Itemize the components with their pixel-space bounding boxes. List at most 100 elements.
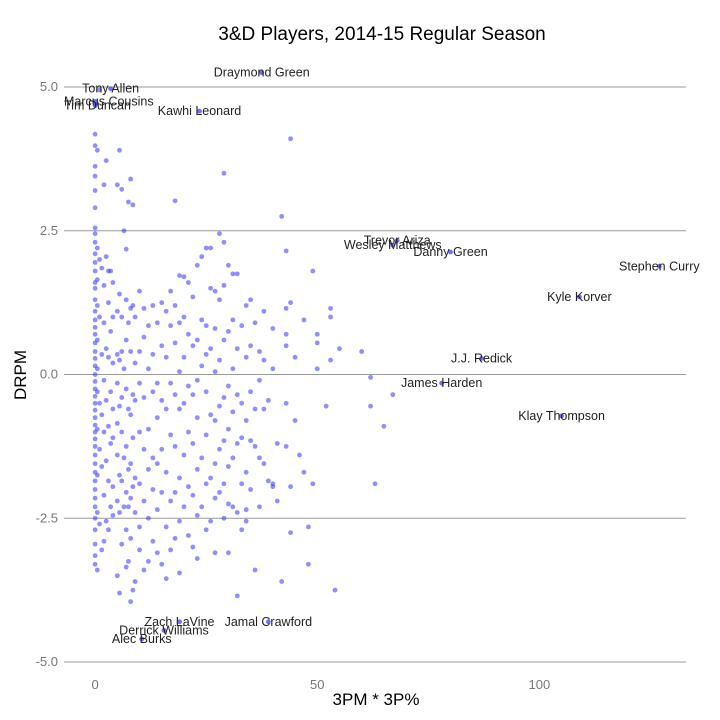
data-point — [270, 484, 276, 490]
data-point — [177, 320, 182, 326]
data-point — [121, 228, 127, 234]
data-point — [110, 406, 116, 412]
data-point — [208, 518, 214, 524]
data-point — [94, 567, 100, 573]
data-point — [92, 268, 98, 274]
data-point — [92, 308, 98, 314]
data-point — [203, 481, 209, 487]
data-point — [94, 147, 100, 153]
data-point — [130, 392, 136, 398]
data-point — [217, 489, 222, 495]
data-point — [203, 432, 209, 438]
data-point — [103, 158, 109, 164]
point-label: Trevor Ariza — [364, 234, 431, 248]
data-point — [92, 324, 98, 330]
point-label: Stephen Curry — [619, 259, 700, 273]
data-point — [146, 366, 151, 372]
point-label: Klay Thompson — [518, 409, 605, 423]
data-point — [274, 498, 280, 504]
data-point — [265, 397, 271, 403]
data-point — [92, 553, 98, 559]
data-point — [221, 438, 227, 444]
data-point — [314, 340, 320, 346]
data-point — [132, 510, 138, 515]
data-point — [181, 354, 187, 360]
data-point — [92, 415, 98, 421]
data-point — [234, 271, 240, 277]
data-point — [221, 395, 227, 400]
y-tick-label: -5.0 — [36, 654, 58, 669]
data-point — [146, 558, 151, 564]
data-point — [123, 564, 129, 570]
data-point — [114, 452, 120, 458]
data-point — [243, 418, 249, 423]
data-point — [121, 455, 127, 461]
data-point — [128, 599, 134, 605]
data-point — [190, 392, 196, 398]
data-point — [92, 259, 98, 265]
data-point — [172, 340, 178, 346]
data-point — [92, 393, 98, 399]
data-point — [181, 452, 187, 458]
data-point — [212, 288, 218, 294]
point-label: Tim Duncan — [64, 98, 131, 112]
data-point — [257, 349, 262, 354]
data-point — [92, 372, 98, 377]
data-point — [92, 188, 98, 193]
point-label: Kawhi Leonard — [158, 104, 241, 118]
data-point — [92, 331, 98, 337]
data-point — [270, 366, 276, 372]
gridlines — [64, 86, 686, 663]
point-label: Jamal Crawford — [225, 615, 313, 629]
x-tick-label: 0 — [91, 677, 98, 692]
data-point — [132, 360, 138, 366]
point-label: Kyle Korver — [547, 290, 612, 304]
data-point — [103, 254, 109, 260]
data-point — [121, 366, 127, 372]
x-tick-label: 50 — [310, 677, 324, 692]
data-point — [123, 337, 129, 343]
data-point — [92, 251, 98, 257]
data-point — [252, 567, 258, 573]
data-point — [283, 248, 289, 254]
data-point — [97, 521, 102, 527]
data-point — [126, 320, 131, 326]
data-point — [212, 369, 218, 375]
data-point — [199, 455, 205, 461]
data-point — [301, 317, 307, 323]
data-point — [168, 547, 174, 553]
data-point — [92, 225, 98, 231]
data-point — [310, 268, 316, 274]
data-point — [194, 556, 200, 561]
data-point — [217, 403, 222, 409]
data-point — [239, 527, 245, 533]
point-label: Danny Green — [413, 245, 487, 259]
data-point — [212, 418, 218, 423]
data-point — [92, 495, 98, 501]
data-point — [177, 475, 182, 481]
x-axis-ticks: 0 50 100 — [91, 677, 550, 692]
labeled-data-point — [265, 619, 271, 625]
data-point — [92, 163, 98, 169]
data-point — [332, 587, 338, 593]
data-point — [92, 422, 98, 428]
data-point — [177, 406, 182, 412]
data-point — [190, 343, 196, 349]
y-tick-label: 0.0 — [40, 367, 58, 382]
data-points — [92, 87, 396, 605]
data-point — [225, 262, 231, 268]
data-point — [92, 443, 98, 449]
data-point — [114, 573, 120, 579]
data-point — [106, 478, 111, 484]
data-point — [172, 303, 178, 308]
data-point — [212, 495, 218, 501]
data-point — [172, 489, 178, 495]
data-point — [328, 357, 333, 363]
data-point — [123, 489, 129, 495]
labeled-data-point — [479, 356, 485, 361]
data-point — [194, 512, 200, 518]
data-point — [110, 512, 116, 518]
data-point — [168, 380, 174, 386]
data-point — [108, 504, 114, 510]
